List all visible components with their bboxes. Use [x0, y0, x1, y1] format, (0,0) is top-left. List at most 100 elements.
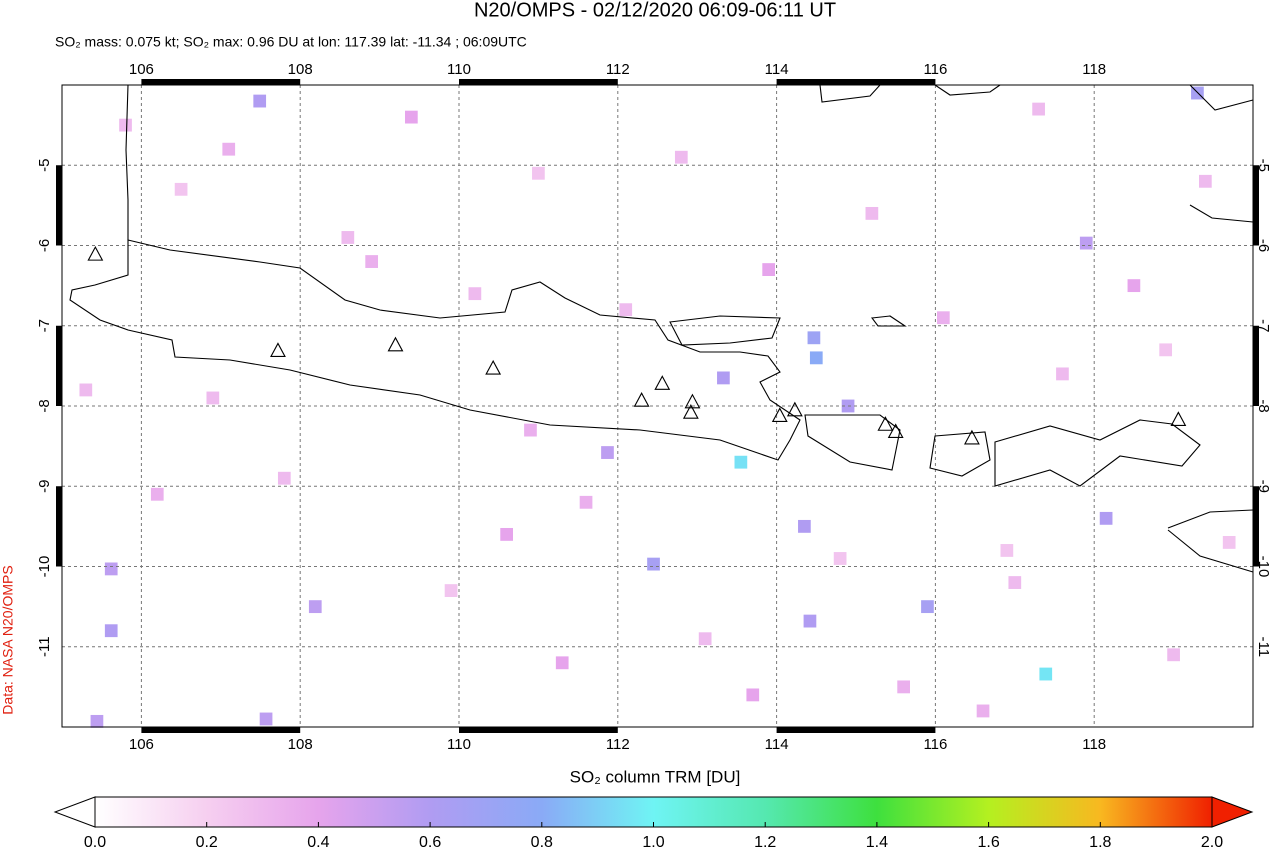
title: N20/OMPS - 02/12/2020 06:09-06:11 UT	[474, 0, 836, 21]
y-tick-label-right: -10	[1255, 556, 1272, 578]
so2-cell	[601, 446, 614, 459]
so2-cell	[746, 688, 760, 702]
so2-cell	[1159, 343, 1173, 357]
so2-cell	[1056, 367, 1069, 381]
y-tick-label-left: -11	[36, 636, 53, 657]
x-tick-label-top: 112	[606, 61, 630, 78]
so2-cell	[921, 600, 934, 614]
y-tick-label-right: -6	[1255, 239, 1272, 252]
so2-cell	[619, 303, 633, 317]
so2-cell	[1079, 236, 1093, 250]
y-tick-label-left: -10	[36, 556, 53, 578]
coastline	[1167, 509, 1254, 529]
so2-cell	[762, 263, 776, 276]
colorbar-tick-label: 1.4	[866, 834, 888, 851]
so2-cell	[555, 656, 569, 670]
y-tick-label-right: -5	[1255, 159, 1272, 172]
frame-bar	[56, 165, 62, 246]
x-tick-label-bottom: 116	[923, 736, 947, 753]
so2-cells	[79, 86, 1236, 728]
grid	[62, 85, 1253, 727]
so2-cell	[119, 118, 132, 132]
frame-bar	[141, 727, 301, 733]
colorbar-tick-label: 0.0	[84, 834, 106, 851]
colorbar-tick-label: 0.6	[419, 834, 441, 851]
volcano	[682, 404, 699, 419]
so2-cell	[500, 527, 513, 541]
so2-cell	[222, 142, 236, 156]
so2-cell	[308, 600, 322, 614]
x-tick-label-bottom: 106	[129, 736, 154, 753]
volcano	[633, 392, 650, 407]
so2-cell	[206, 391, 220, 405]
so2-cell	[277, 471, 291, 485]
x-tick-label-top: 118	[1082, 61, 1106, 78]
volcano	[654, 375, 671, 390]
frame-bar	[459, 79, 618, 85]
so2-cell	[579, 495, 593, 509]
so2-cell	[798, 519, 811, 533]
x-tick-label-bottom: 110	[447, 736, 471, 753]
so2-cell	[468, 287, 482, 301]
frame-bar	[56, 486, 62, 567]
so2-cell	[809, 351, 823, 365]
so2-cell	[1039, 667, 1053, 681]
so2-cell	[807, 331, 821, 345]
x-tick-label-top: 114	[765, 61, 789, 78]
y-tick-label-right: -9	[1255, 480, 1272, 493]
frame-bar	[459, 727, 618, 733]
x-tick-label-bottom: 118	[1082, 736, 1106, 753]
y-tick-label-right: -8	[1255, 399, 1272, 412]
colorbar-tick-label: 0.2	[196, 834, 218, 851]
so2-cell	[674, 150, 688, 164]
so2-cell	[717, 371, 730, 385]
volcano	[87, 245, 104, 261]
frame-bar	[141, 79, 301, 85]
x-tick-label-bottom: 114	[765, 736, 789, 753]
so2-cell	[341, 231, 355, 244]
coastline	[669, 315, 781, 346]
volcano	[1170, 411, 1187, 426]
so2-cell	[90, 714, 104, 728]
y-tick-label-right: -11	[1255, 636, 1272, 657]
so2-cell	[647, 557, 660, 571]
colorbar-tick-label: 1.0	[642, 834, 664, 851]
so2-cell	[259, 712, 273, 726]
colorbar-tick-label: 1.2	[754, 834, 776, 851]
colorbar-tick-label: 1.6	[977, 834, 999, 851]
coastline	[1189, 84, 1254, 111]
volcano	[877, 416, 894, 431]
volcano	[786, 401, 803, 417]
so2-cell	[532, 166, 545, 180]
y-tick-label-left: -6	[36, 239, 53, 252]
subtitle: SO₂ mass: 0.075 kt; SO₂ max: 0.96 DU at …	[55, 34, 527, 50]
volcano	[964, 429, 980, 445]
so2-cell	[936, 311, 950, 325]
so2-cell	[1032, 102, 1045, 116]
volcanoes	[87, 245, 1187, 445]
credit: Data: NASA N20/OMPS	[0, 565, 16, 714]
so2-cell	[1008, 576, 1022, 589]
so2-cell	[803, 614, 817, 628]
coastline	[1189, 204, 1254, 223]
volcano	[887, 423, 904, 439]
so2-cell	[1000, 544, 1014, 557]
coastline	[994, 419, 1201, 487]
frame-bar	[1253, 165, 1259, 246]
y-tick-label-left: -7	[36, 319, 53, 332]
coastlines	[69, 84, 1254, 573]
so2-cell	[734, 455, 748, 469]
colorbar-tick-label: 2.0	[1201, 834, 1223, 851]
so2-cell	[1222, 536, 1236, 549]
x-tick-label-top: 106	[129, 61, 154, 78]
so2-cell	[104, 624, 118, 638]
coastline	[804, 414, 901, 471]
volcano	[485, 359, 502, 375]
x-tick-label-top: 110	[447, 61, 471, 78]
so2-cell	[150, 487, 164, 501]
so2-cell	[865, 206, 879, 220]
so2-cell	[79, 383, 93, 397]
coastline	[69, 239, 801, 461]
y-tick-label-left: -5	[36, 159, 53, 172]
